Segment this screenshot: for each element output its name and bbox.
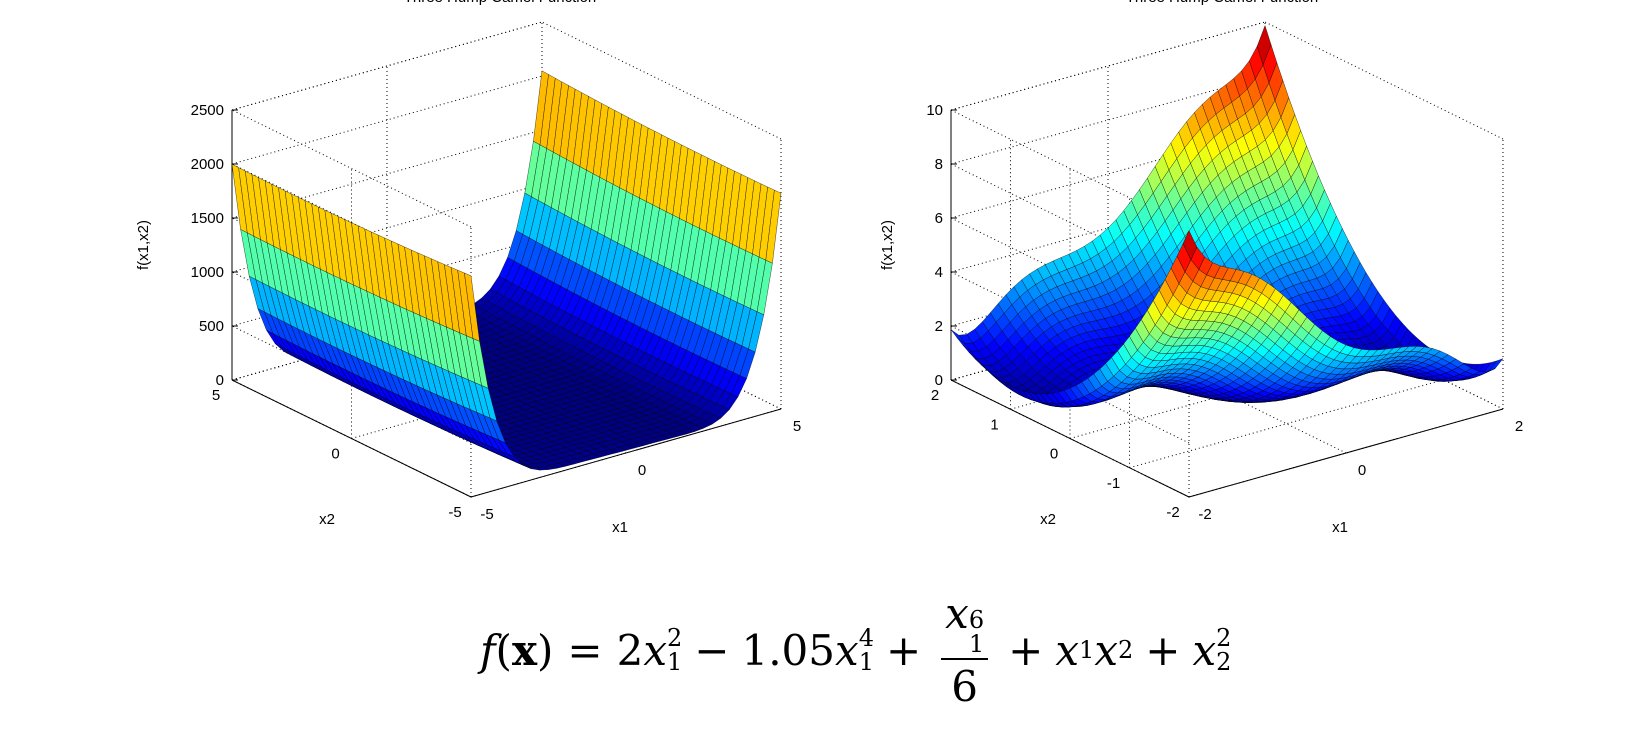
surface-plot-wide: 0 500 1000 1500 2000 2500 -5 0 5 -5 0 5 x1 x2 f(x1,x2)…: [0, 0, 820, 560]
formula-frac-var: x: [945, 589, 969, 638]
x-tick-label: -2: [1198, 506, 1211, 523]
z-tick-label: 4: [935, 264, 943, 281]
y-tick-label: 5: [212, 387, 220, 404]
formula-term4-pow: 2: [1216, 624, 1232, 652]
y-tick-label: -5: [448, 504, 461, 521]
chart-title: Three Hump Camel Function: [1126, 0, 1319, 6]
formula-frac-den: 6: [951, 662, 979, 711]
formula-paren-open: (: [495, 625, 512, 675]
surface-patch: [464, 272, 480, 342]
formula-plus-1: +: [885, 625, 922, 675]
formula-term3-var2: x: [1094, 625, 1118, 675]
z-tick-label: 1000: [191, 264, 224, 281]
formula-term3-sub1: 1: [1079, 636, 1095, 664]
x-axis-line-zoom: [1188, 408, 1504, 498]
chart-title: Three Hump Camel Function: [404, 0, 597, 6]
z-tick-label: 500: [199, 318, 224, 335]
z-axis-label: f(x1,x2): [135, 220, 152, 270]
right-top-edge-wide: [541, 21, 782, 140]
wall-grid-z-back-wide-2: [231, 183, 543, 273]
formula-plus-3: +: [1145, 625, 1181, 675]
right-top-edge-zoom: [1264, 21, 1504, 140]
formula-term3-var1: x: [1055, 625, 1080, 675]
formula-term2-pow: 4: [858, 624, 874, 652]
formula-coef-105: 1.05: [741, 625, 835, 675]
formula-minus: −: [694, 625, 730, 675]
z-tick-label: 1500: [191, 210, 224, 227]
x-tick-label: 5: [793, 418, 801, 435]
z-tick-label: 2: [935, 318, 943, 335]
z-tick-label: 0: [216, 372, 224, 389]
y-axis-label: x2: [319, 511, 335, 528]
y-axis-line-zoom: [950, 379, 1190, 498]
y-axis-label: x2: [1040, 511, 1056, 528]
formula-equals: =: [567, 625, 603, 675]
z-tick-label: 6: [935, 210, 943, 227]
x-tick-label: 0: [1358, 462, 1366, 479]
z-tick-label: 0: [935, 372, 943, 389]
formula-coef-2: 2: [616, 625, 644, 675]
wall-grid-z-back-wide-4: [231, 75, 543, 165]
z-tick-label: 8: [935, 156, 943, 173]
y-tick-label: 0: [1050, 446, 1058, 463]
formula-term1-var: x: [643, 625, 667, 675]
wall-grid-z-back-wide-3: [231, 129, 543, 219]
formula-x-vector: x: [511, 625, 537, 675]
formula-term2-sub: 1: [858, 648, 874, 676]
y-tick-label: 0: [331, 446, 339, 463]
wall-grid-z-back-wide-5: [231, 21, 543, 111]
formula-term1-sub: 1: [667, 648, 683, 676]
x-tick-label: 2: [1515, 418, 1523, 435]
formula-term1-pow: 2: [667, 624, 683, 652]
formula-f: f: [480, 625, 496, 675]
x-axis-line-wide: [470, 408, 782, 498]
formula-term4-var: x: [1192, 625, 1217, 675]
x-axis-label: x1: [612, 519, 628, 536]
formula-term3-sub2: 2: [1118, 636, 1134, 664]
surface-wide: [231, 70, 782, 471]
formula-paren-close: ): [536, 625, 554, 675]
x-tick-label: -5: [480, 506, 493, 523]
formula-term2-var: x: [835, 625, 859, 675]
formula-plus-2: +: [1008, 625, 1044, 675]
z-tick-label: 10: [926, 102, 943, 119]
surface-patch: [1182, 230, 1198, 261]
y-tick-label: 1: [990, 416, 998, 433]
x-axis-label: x1: [1332, 519, 1348, 536]
y-axis-line-wide: [231, 379, 472, 498]
y-tick-label: -1: [1107, 475, 1120, 492]
surface-zoom: [950, 25, 1504, 408]
x-tick-label: 0: [638, 462, 646, 479]
formula-frac-sub: 1: [968, 630, 985, 658]
wall-grid-z-back-wide-1: [231, 237, 543, 327]
formula-frac-pow: 6: [968, 606, 985, 634]
z-tick-label: 2500: [191, 102, 224, 119]
wall-grid-z-left-wide-5: [231, 109, 472, 228]
z-tick-label: 2000: [191, 156, 224, 173]
y-tick-label: -2: [1166, 504, 1179, 521]
labels-wide: 05001000150020002500-505-505x1x2f(x1,x2)…: [135, 0, 801, 536]
z-axis-label: f(x1,x2): [879, 220, 896, 270]
surface-plot-wide-svg: 05001000150020002500-505-505x1x2f(x1,x2)…: [135, 0, 801, 536]
y-tick-label: 2: [931, 387, 939, 404]
formula-term4-sub: 2: [1216, 648, 1232, 676]
